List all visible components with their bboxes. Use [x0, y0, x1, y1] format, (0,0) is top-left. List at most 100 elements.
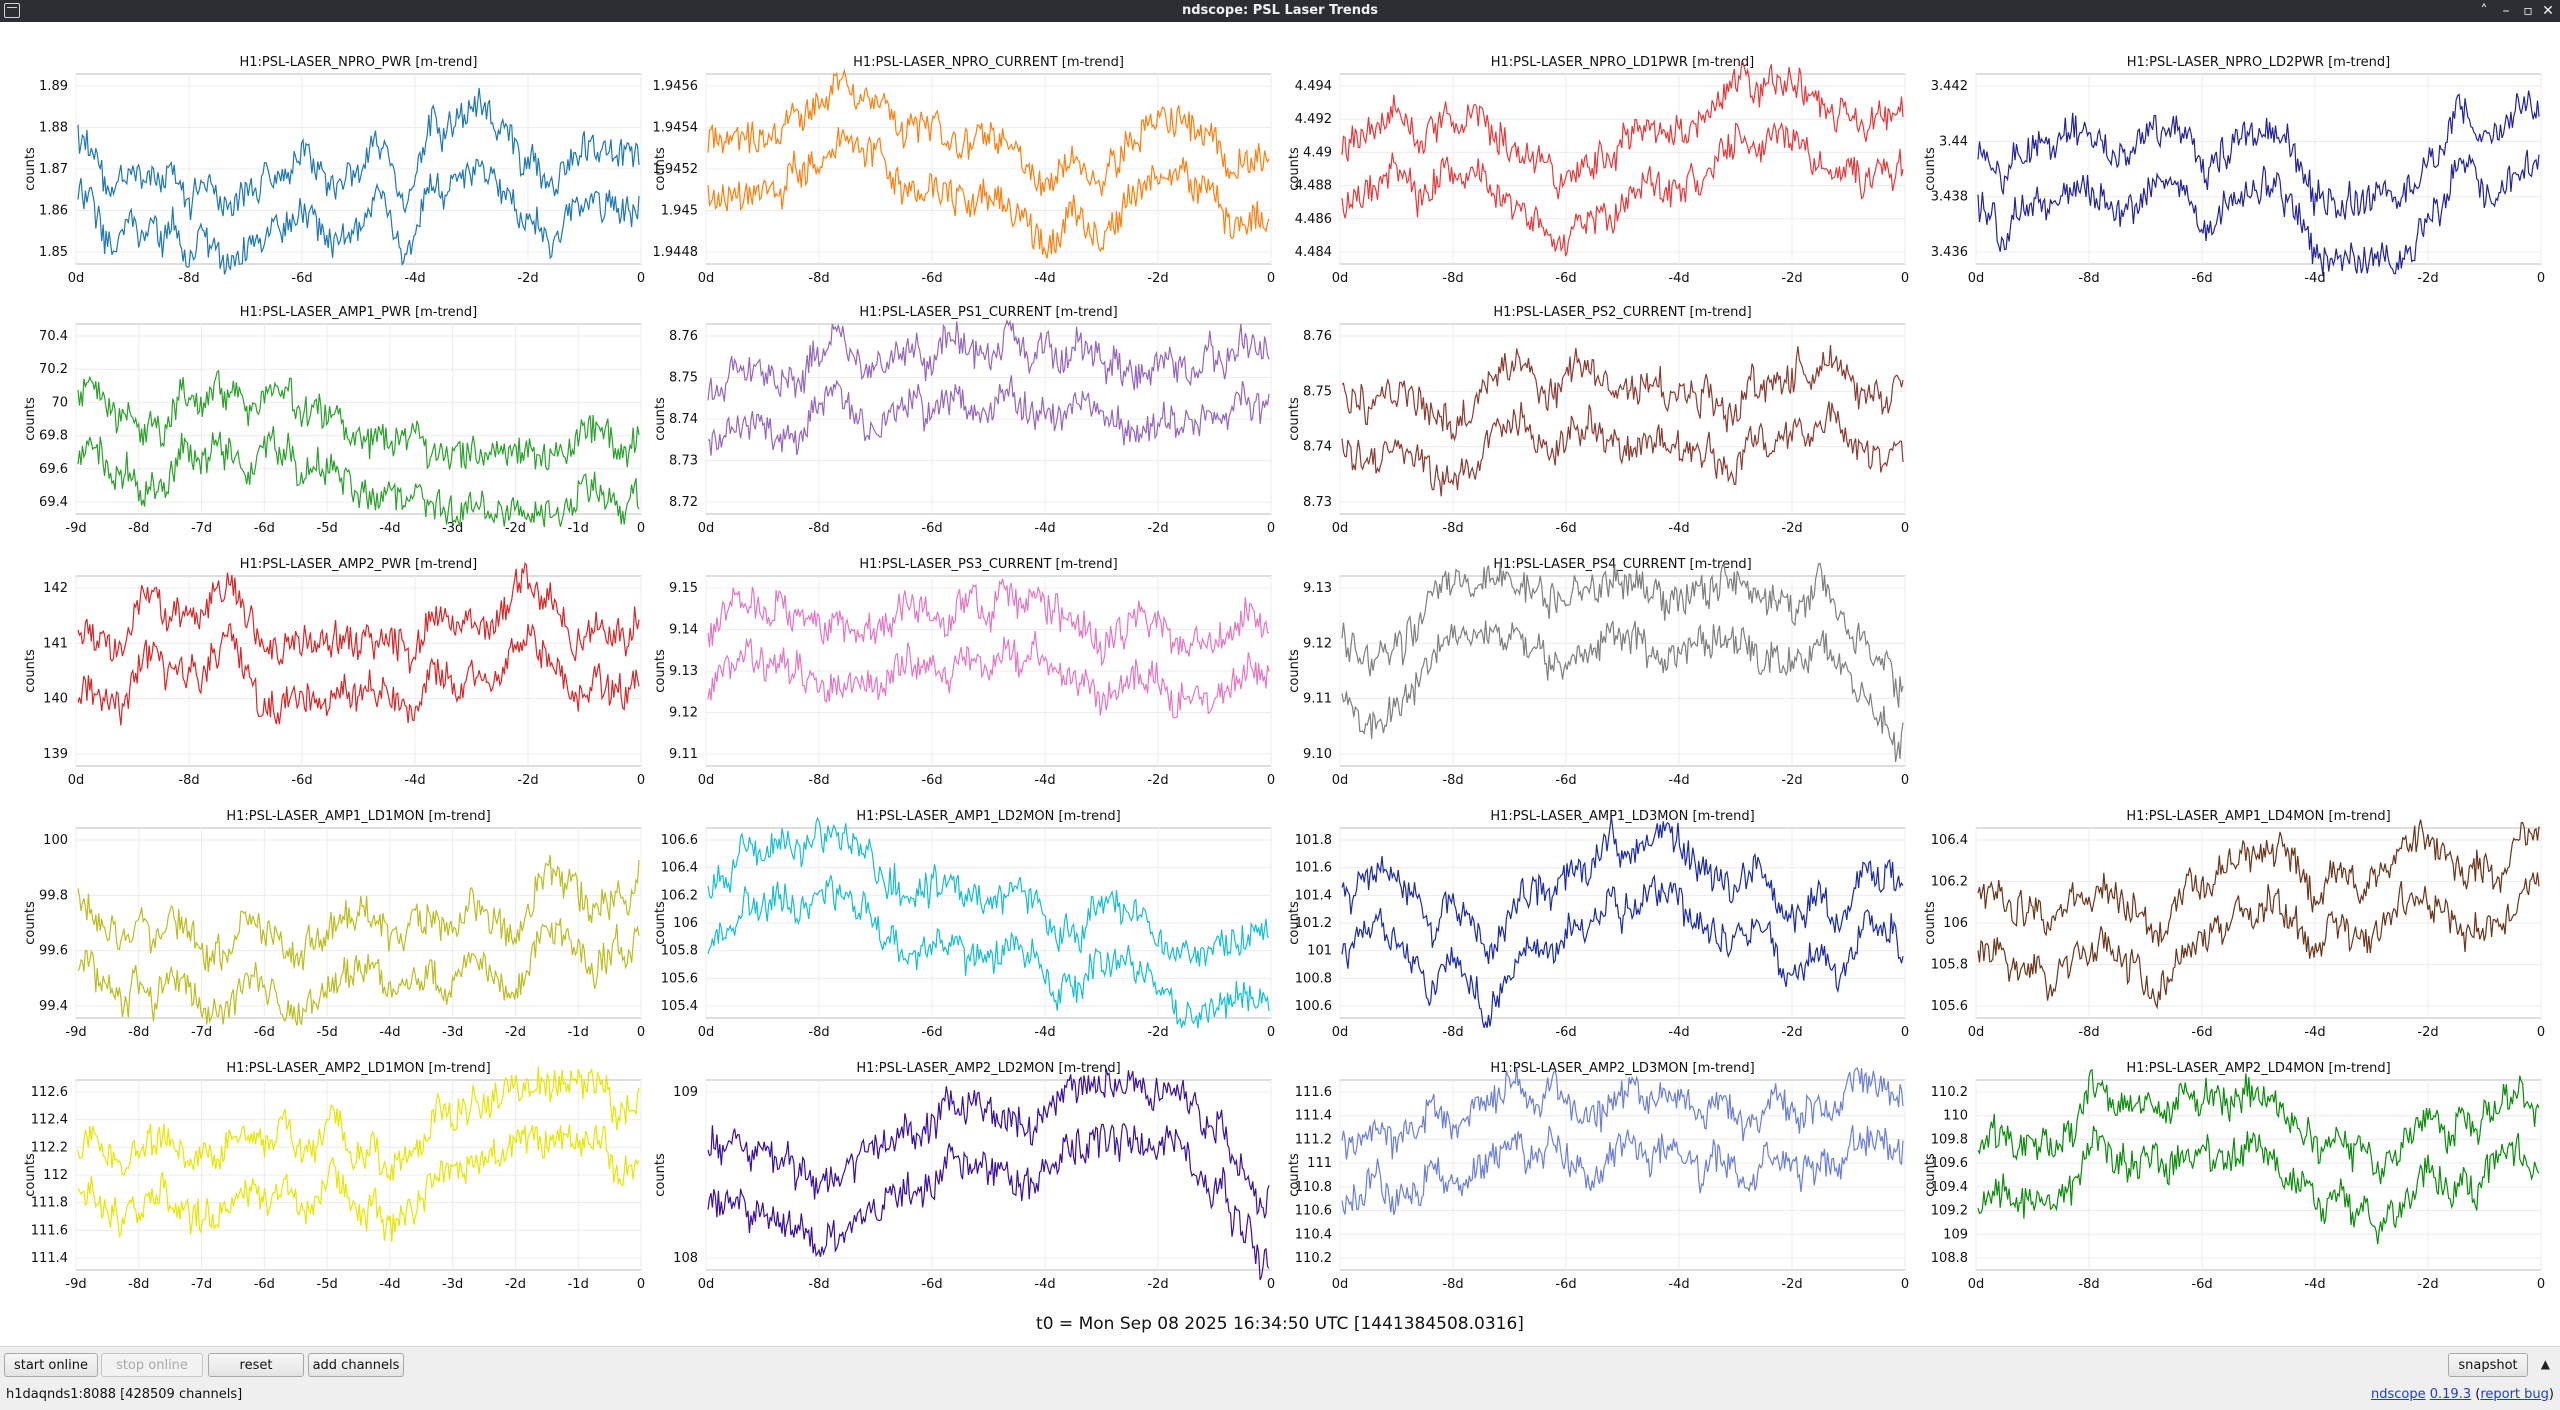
- x-tick-label: -8d: [808, 521, 829, 536]
- x-tick-label: -8d: [1442, 521, 1463, 536]
- trace-min: [707, 127, 1270, 259]
- plot-area: [75, 323, 642, 515]
- x-tick-label: -6d: [1555, 271, 1576, 286]
- window-minimize-button[interactable]: –: [2502, 3, 2510, 19]
- y-tick-label: 70.2: [39, 362, 68, 377]
- x-tick-label: -4d: [1034, 773, 1055, 788]
- x-tick-label: 0: [1901, 773, 1909, 788]
- plot-panel[interactable]: H1:PSL-LASER_AMP1_PWR [m-trend] 70.4 70.2 7…: [23, 305, 645, 536]
- plot-panel[interactable]: H1:PSL-LASER_AMP2_PWR [m-trend] 142 141 140…: [23, 557, 645, 788]
- x-tick-label: 0d: [68, 773, 85, 788]
- report-bug-link[interactable]: report bug: [2480, 1387, 2549, 1402]
- x-tick-label: 0: [637, 1025, 645, 1040]
- plot-area: [1339, 1079, 1906, 1271]
- stop-online-button[interactable]: stop online: [101, 1353, 203, 1377]
- trace-max: [77, 87, 640, 221]
- plot-area: [75, 575, 642, 767]
- x-tick-label: -8d: [808, 1025, 829, 1040]
- x-tick-label: -6d: [1555, 1277, 1576, 1292]
- plot-panel[interactable]: H1:PSL-LASER_PS4_CURRENT [m-trend] 9.13 9.…: [1287, 557, 1909, 788]
- collapse-icon[interactable]: ▲: [2540, 1357, 2550, 1371]
- plot-title: H1:PSL-LASER_PS2_CURRENT [m-trend]: [1493, 305, 1751, 320]
- plot-panel[interactable]: H1:PSL-LASER_AMP1_LD2MON [m-trend] 106.6 1…: [653, 809, 1275, 1040]
- x-tick-label: -2d: [505, 1277, 526, 1292]
- version-info: ndscope 0.19.3 (report bug): [2370, 1387, 2554, 1402]
- plot-title: H1:PSL-LASER_PS3_CURRENT [m-trend]: [859, 557, 1117, 572]
- trace-max: [77, 562, 640, 674]
- plot-panel[interactable]: H1:PSL-LASER_NPRO_CURRENT [m-trend] 1.945…: [653, 55, 1276, 286]
- y-tick-label: 109.8: [1931, 1132, 1968, 1147]
- plot-title: H1:PSL-LASER_AMP2_PWR [m-trend]: [240, 557, 477, 572]
- y-tick-label: 106.6: [661, 833, 698, 848]
- x-tick-label: -6d: [921, 1025, 942, 1040]
- x-tick-label: 0: [637, 773, 645, 788]
- y-tick-label: 8.73: [1303, 495, 1332, 510]
- plot-panel[interactable]: H1:PSL-LASER_NPRO_PWR [m-trend] 1.89 1.88 1…: [23, 55, 645, 286]
- y-axis-label: counts: [1923, 901, 1938, 945]
- y-tick-label: 3.442: [1931, 79, 1968, 94]
- plot-title: H1:PSL-LASER_PS1_CURRENT [m-trend]: [859, 305, 1117, 320]
- y-tick-label: 8.76: [669, 329, 698, 344]
- snapshot-button[interactable]: snapshot: [2448, 1353, 2528, 1377]
- x-tick-label: 0: [1901, 271, 1909, 286]
- plot-panel[interactable]: H1:PSL-LASER_AMP1_LD3MON [m-trend] 101.8 1…: [1287, 809, 1909, 1040]
- x-tick-label: -2d: [1147, 773, 1168, 788]
- plot-panel[interactable]: H1:PSL-LASER_AMP2_LD3MON [m-trend] 111.6 1…: [1287, 1061, 1909, 1292]
- x-tick-label: -6d: [921, 1277, 942, 1292]
- y-tick-label: 4.49: [1303, 145, 1332, 160]
- y-tick-label: 70: [51, 395, 68, 410]
- y-tick-label: 140: [43, 692, 68, 707]
- app-icon: [4, 3, 20, 18]
- y-tick-label: 110.4: [1295, 1227, 1332, 1242]
- plot-panel[interactable]: H1:PSL-LASER_AMP1_LD4MON [m-trend] 106.4 1…: [1923, 809, 2545, 1040]
- x-tick-label: -4d: [379, 1025, 400, 1040]
- y-tick-label: 110.8: [1295, 1180, 1332, 1195]
- x-tick-label: -6d: [921, 271, 942, 286]
- y-tick-label: 1.87: [39, 162, 68, 177]
- plot-panel[interactable]: H1:PSL-LASER_PS1_CURRENT [m-trend] 8.76 8.…: [653, 305, 1275, 536]
- y-axis-label: counts: [1287, 901, 1302, 945]
- x-tick-label: -8d: [128, 1025, 149, 1040]
- plot-title: H1:PSL-LASER_AMP2_LD2MON [m-trend]: [856, 1061, 1120, 1076]
- y-tick-label: 106: [1943, 916, 1968, 931]
- x-tick-label: 0: [2537, 1025, 2545, 1040]
- y-tick-label: 111.6: [1295, 1085, 1332, 1100]
- x-tick-label: -8d: [1442, 1025, 1463, 1040]
- y-tick-label: 101: [1307, 944, 1332, 959]
- add-channels-button[interactable]: add channels: [308, 1353, 404, 1377]
- y-tick-label: 9.12: [1303, 636, 1332, 651]
- trace-max: [1341, 344, 1904, 442]
- x-tick-label: -8d: [1442, 773, 1463, 788]
- window-maximize-button[interactable]: ▫: [2523, 3, 2533, 19]
- y-axis-label: counts: [1287, 147, 1302, 191]
- start-online-button[interactable]: start online: [4, 1353, 98, 1377]
- plot-panel[interactable]: H1:PSL-LASER_AMP2_LD4MON [m-trend] 110.2 1…: [1923, 1061, 2545, 1292]
- plot-panel[interactable]: H1:PSL-LASER_NPRO_LD1PWR [m-trend] 4.494 4…: [1287, 55, 1909, 286]
- x-tick-label: -8d: [2078, 1025, 2099, 1040]
- plot-panel[interactable]: H1:PSL-LASER_AMP2_LD1MON [m-trend] 112.6 1…: [23, 1061, 645, 1292]
- window-shade-button[interactable]: ˄: [2480, 3, 2488, 19]
- plot-panel[interactable]: H1:PSL-LASER_PS2_CURRENT [m-trend] 8.76 8.…: [1287, 305, 1909, 536]
- plot-panel[interactable]: H1:PSL-LASER_NPRO_LD2PWR [m-trend] 3.442 3…: [1923, 55, 2545, 286]
- y-tick-label: 112.6: [31, 1085, 68, 1100]
- y-axis-label: counts: [653, 901, 668, 945]
- x-tick-label: -6d: [1555, 773, 1576, 788]
- plot-panel[interactable]: H1:PSL-LASER_PS3_CURRENT [m-trend] 9.15 9.…: [653, 557, 1275, 788]
- y-tick-label: 100.8: [1295, 971, 1332, 986]
- y-tick-label: 106.2: [661, 888, 698, 903]
- plot-panel[interactable]: H1:PSL-LASER_AMP2_LD2MON [m-trend] 109 108…: [653, 1061, 1275, 1292]
- x-tick-label: -2d: [1781, 1025, 1802, 1040]
- y-axis-label: counts: [1923, 147, 1938, 191]
- y-tick-label: 109: [1943, 1227, 1968, 1242]
- plot-panel[interactable]: H1:PSL-LASER_AMP1_LD1MON [m-trend] 100 99.…: [23, 809, 645, 1040]
- window-title: ndscope: PSL Laser Trends: [1182, 3, 1378, 18]
- trace-min: [1341, 874, 1904, 1028]
- x-tick-label: -4d: [2304, 1277, 2325, 1292]
- version-link[interactable]: 0.19.3: [2429, 1387, 2472, 1402]
- reset-button[interactable]: reset: [208, 1353, 304, 1377]
- y-axis-label: counts: [23, 397, 38, 441]
- window-close-button[interactable]: ✕: [2542, 3, 2554, 19]
- y-tick-label: 69.4: [39, 495, 68, 510]
- x-tick-label: -8d: [178, 271, 199, 286]
- ndscope-link[interactable]: ndscope: [2370, 1387, 2426, 1402]
